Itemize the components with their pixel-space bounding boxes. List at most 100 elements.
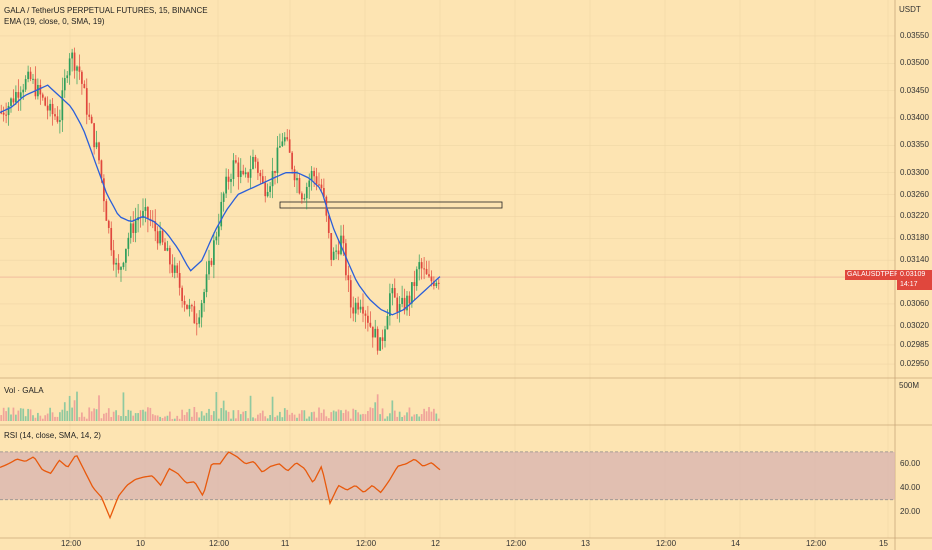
volume-bar	[391, 400, 394, 421]
volume-bar	[71, 407, 73, 421]
candle-body	[215, 236, 218, 241]
volume-bar	[274, 417, 276, 421]
candle-body	[315, 176, 318, 185]
volume-bar	[159, 416, 161, 421]
volume-bar	[188, 408, 191, 421]
candle-body	[213, 240, 215, 265]
volume-bar	[398, 411, 401, 421]
candle-body	[103, 178, 105, 202]
volume-bar	[0, 415, 3, 421]
volume-bar	[137, 413, 139, 421]
volume-bar	[125, 416, 127, 421]
candle-body	[244, 172, 247, 175]
volume-bar	[17, 410, 20, 421]
volume-bar	[83, 416, 86, 421]
candle-body	[156, 231, 159, 244]
candle-body	[181, 287, 183, 302]
volume-bar	[340, 410, 342, 421]
candle-body	[332, 251, 335, 260]
volume-bar	[325, 416, 328, 421]
volume-bar	[401, 416, 403, 421]
volume-bar	[210, 415, 213, 421]
candle-body	[95, 142, 98, 148]
candle-body	[144, 207, 147, 211]
candle-body	[0, 112, 3, 114]
candle-body	[364, 313, 367, 316]
volume-bar	[105, 412, 108, 421]
candle-body	[105, 201, 108, 221]
volume-bar	[222, 400, 225, 421]
candle-body	[269, 186, 271, 192]
volume-bar	[2, 407, 5, 421]
volume-bar	[208, 408, 210, 421]
volume-bar	[362, 413, 364, 421]
candle-body	[411, 282, 413, 304]
volume-bar	[403, 415, 406, 421]
volume-bar	[345, 409, 347, 421]
volume-bar	[352, 408, 355, 421]
volume-bar	[349, 418, 352, 421]
volume-bar	[12, 407, 15, 421]
candle-body	[257, 161, 259, 173]
symbol-title: GALA / TetherUS PERPETUAL FUTURES, 15, B…	[4, 6, 208, 15]
volume-bar	[374, 402, 377, 421]
candle-body	[120, 267, 122, 270]
candle-body	[125, 248, 127, 263]
volume-bar	[51, 412, 54, 421]
candle-body	[107, 220, 110, 228]
volume-bar	[107, 408, 110, 421]
candle-body	[335, 250, 337, 252]
volume-bar	[117, 415, 120, 421]
candle-body	[393, 288, 396, 298]
candle-body	[428, 274, 430, 277]
candle-body	[98, 142, 100, 161]
candle-body	[176, 265, 179, 273]
candle-body	[68, 58, 71, 76]
volume-bar	[230, 418, 232, 421]
time-tick-label: 12:00	[61, 539, 82, 548]
volume-bar	[73, 400, 76, 421]
price-tick-label: 0.02950	[900, 359, 929, 369]
volume-bar	[100, 418, 103, 421]
candle-body	[142, 210, 144, 219]
volume-bar	[186, 412, 188, 421]
candle-body	[129, 223, 132, 238]
candle-body	[37, 84, 39, 97]
volume-bar	[318, 407, 320, 421]
candle-body	[259, 172, 262, 177]
candle-body	[205, 274, 208, 293]
candle-body	[198, 317, 201, 324]
volume-bar	[249, 395, 252, 421]
candle-body	[222, 193, 225, 202]
volume-bar	[176, 415, 179, 421]
rsi-band	[0, 451, 895, 500]
candle-body	[183, 301, 186, 305]
candle-body	[66, 75, 69, 79]
volume-bar	[93, 408, 95, 421]
volume-bar	[139, 410, 142, 421]
candle-body	[362, 306, 364, 314]
volume-bar	[367, 410, 369, 421]
volume-bar	[112, 411, 115, 421]
volume-bar	[129, 410, 132, 421]
volume-bar	[276, 415, 279, 421]
candle-body	[342, 235, 345, 244]
candle-body	[327, 215, 330, 233]
candle-body	[90, 116, 93, 124]
volume-bar	[386, 416, 389, 421]
candle-body	[2, 112, 5, 115]
volume-bar	[347, 411, 350, 421]
candle-body	[173, 265, 176, 273]
candle-body	[279, 146, 281, 148]
volume-bar	[29, 409, 32, 421]
candle-body	[195, 323, 198, 325]
candle-body	[318, 184, 320, 186]
volume-bar	[144, 411, 147, 421]
volume-bar	[7, 407, 10, 421]
volume-bar	[286, 409, 289, 421]
price-tick-label: 0.03180	[900, 233, 929, 243]
candle-body	[406, 295, 408, 311]
price-tick-label: 0.02985	[900, 339, 929, 349]
candle-body	[408, 295, 411, 304]
